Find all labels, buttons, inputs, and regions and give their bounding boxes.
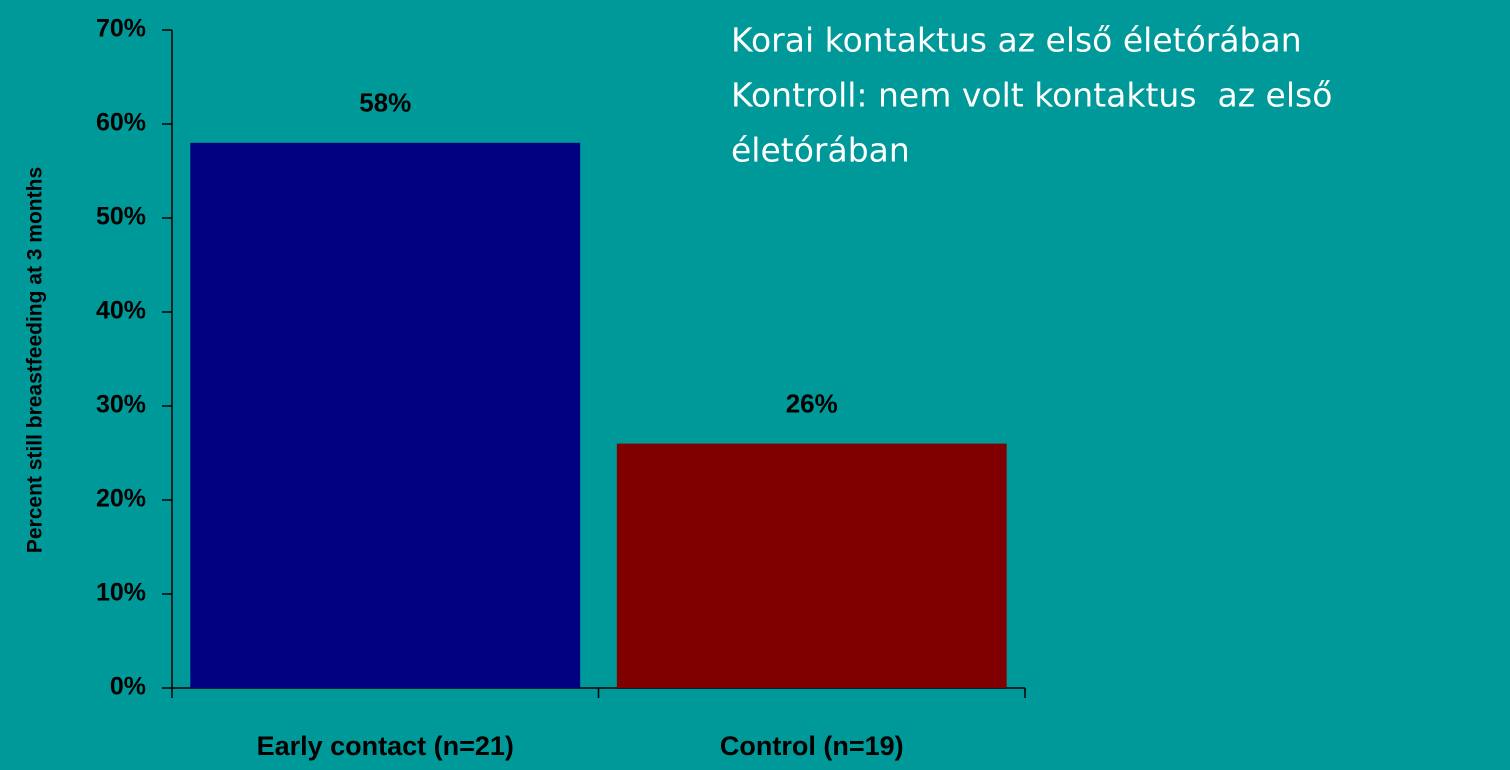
x-tick-label: Early contact (n=21) [257, 731, 514, 761]
value-label: 26% [786, 388, 838, 418]
y-tick-label: 20% [96, 485, 146, 513]
annotation: életórában [731, 131, 910, 170]
y-tick-label: 50% [96, 203, 146, 231]
y-tick-label: 30% [96, 391, 146, 419]
bar [616, 443, 1007, 688]
y-tick-label: 10% [96, 579, 146, 607]
annotation: Korai kontaktus az első életórában [731, 21, 1302, 60]
bar [190, 142, 581, 689]
x-tick-label: Control (n=19) [720, 731, 904, 761]
value-label: 58% [359, 88, 411, 118]
annotation: Kontroll: nem volt kontaktus az első [731, 76, 1332, 115]
y-tick-label: 60% [96, 109, 146, 137]
y-tick-label: 70% [96, 15, 146, 43]
y-tick-label: 40% [96, 297, 146, 325]
y-axis-label: Percent still breastfeeding at 3 months [24, 167, 47, 553]
y-tick-label: 0% [110, 673, 146, 701]
